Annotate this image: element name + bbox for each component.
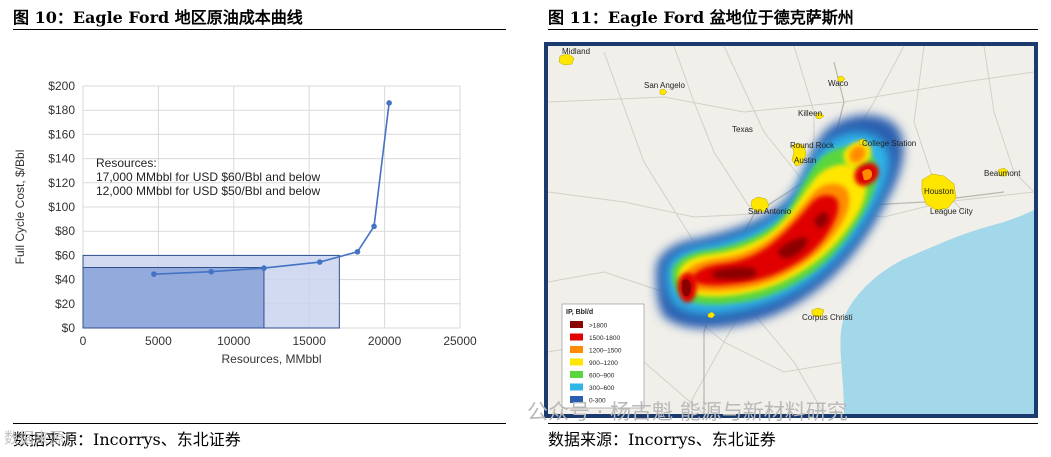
city-labels: Midland San Angelo Waco Killeen Texas Ro… [562, 47, 1021, 322]
title-rule-right [548, 29, 1038, 30]
y-tick-label: $120 [48, 176, 75, 190]
watermark-text: 公众号 · 杨古魁 能源与新材料研究 [527, 400, 848, 424]
city-label: Austin [794, 156, 816, 165]
legend-swatch [570, 333, 583, 341]
legend-label: 900–1200 [589, 360, 618, 367]
legend-swatch [570, 321, 583, 328]
y-tick-label: $200 [48, 79, 75, 93]
right-source: 数据来源：Incorrys、东北证券 [548, 430, 776, 449]
city-label: College Station [862, 139, 916, 148]
legend-swatch [570, 346, 583, 353]
legend-label: 0-300 [589, 398, 606, 405]
data-point [261, 265, 267, 271]
city-label: San Antonio [748, 207, 792, 216]
production-heatmap [656, 115, 904, 329]
y-tick-label: $80 [55, 224, 75, 238]
x-tick-label: 25000 [443, 334, 477, 348]
city-label: Waco [828, 79, 849, 88]
title-rule-left [13, 29, 506, 30]
y-axis-label: Full Cycle Cost, $/Bbl [13, 150, 27, 265]
source-rule-left [13, 423, 506, 424]
legend-swatch [570, 396, 583, 403]
right-figure-title: 图 11：Eagle Ford 盆地位于德克萨斯州 [548, 8, 854, 27]
watermark-corner-text: 数据来源： [4, 429, 80, 447]
x-tick-label: 0 [80, 334, 87, 348]
legend-label: 600–900 [589, 373, 615, 380]
x-tick-label: 15000 [293, 334, 327, 348]
y-tick-label: $180 [48, 103, 75, 117]
data-point [151, 271, 157, 277]
data-point [354, 248, 361, 255]
y-tick-label: $0 [62, 321, 76, 335]
left-figure-title: 图 10：Eagle Ford 地区原油成本曲线 [13, 8, 303, 27]
gulf-of-mexico [840, 210, 1034, 414]
legend-swatch [570, 358, 583, 366]
city-label: League City [930, 207, 973, 216]
y-tick-label: $40 [55, 273, 75, 287]
y-tick-label: $20 [55, 297, 75, 311]
legend-label: >1800 [589, 323, 608, 330]
city-label: Midland [562, 47, 590, 56]
x-tick-label: 10000 [217, 334, 251, 348]
x-tick-label: 20000 [368, 334, 402, 348]
city-label: Texas [732, 125, 753, 134]
urban-areas [558, 53, 1009, 319]
y-tick-label: $140 [48, 152, 75, 166]
city-label: Corpus Christi [802, 313, 853, 322]
eagle-ford-map: Midland San Angelo Waco Killeen Texas Ro… [544, 42, 1038, 418]
legend-swatch [570, 383, 583, 391]
city-label: Houston [924, 187, 954, 196]
y-tick-label: $60 [55, 248, 75, 262]
cost-curve-chart: $0 $20 $40 $60 $80 $100 $120 $140 $160 $180 $200 0 5… [13, 79, 477, 366]
legend-swatch [570, 371, 583, 378]
city-label: Round Rock [790, 141, 835, 150]
city-label: Beaumont [984, 169, 1021, 178]
y-tick-label: $100 [48, 200, 75, 214]
y-tick-label: $160 [48, 127, 75, 141]
city-label: San Angelo [644, 81, 685, 90]
shaded-region [82, 267, 265, 329]
legend-label: 1500-1800 [589, 335, 620, 342]
annotation-line: Resources: [96, 156, 157, 170]
annotation-line: 12,000 MMbbl for USD $50/Bbl and below [96, 184, 320, 198]
legend-items: >1800 1500-1800 1200–1500 900–1200 600–900 30… [570, 321, 622, 405]
data-point [371, 223, 377, 230]
legend-label: 1200–1500 [589, 348, 622, 355]
city-label: Killeen [798, 109, 822, 118]
map-legend: IP, Bbl/d [561, 303, 645, 409]
annotation-line: 17,000 MMbbl for USD $60/Bbl and below [96, 170, 320, 184]
x-tick-label: 5000 [145, 334, 172, 348]
data-point [316, 259, 323, 265]
data-point [208, 268, 214, 275]
source-rule-right [548, 423, 1038, 424]
x-axis-label: Resources, MMbbl [221, 352, 321, 366]
legend-title: IP, Bbl/d [566, 309, 593, 316]
left-source: 数据来源：Incorrys、东北证券 [13, 430, 241, 449]
legend-label: 300–600 [589, 385, 615, 392]
data-point [386, 100, 392, 106]
